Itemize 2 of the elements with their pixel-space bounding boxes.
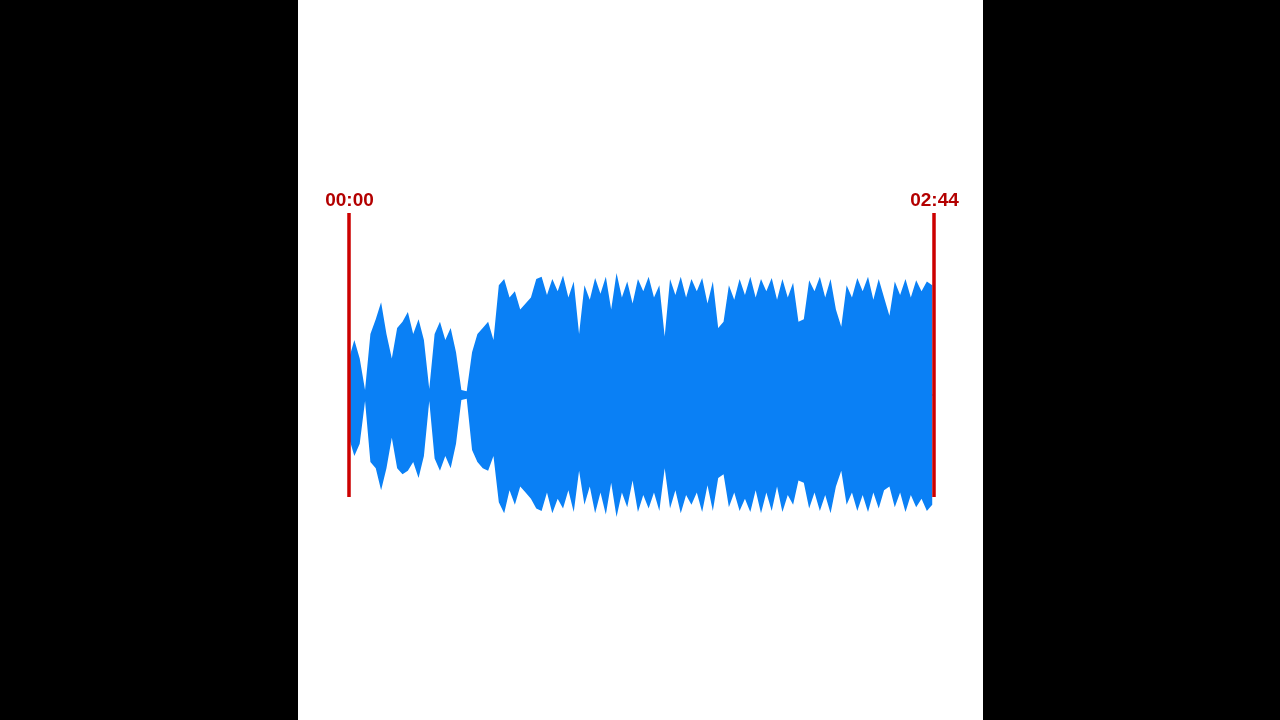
x-tick-label: 00:00 <box>325 188 374 210</box>
x-tick-label: 02:44 <box>910 188 960 210</box>
